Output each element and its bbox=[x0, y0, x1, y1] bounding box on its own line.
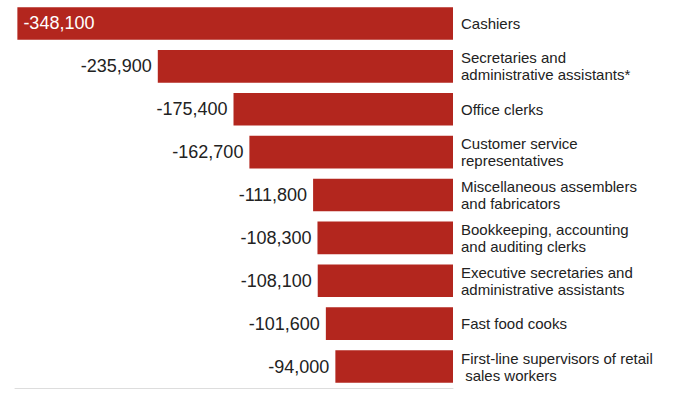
svg-text:Secretaries and: Secretaries and bbox=[461, 49, 570, 66]
svg-text:-101,600: -101,600 bbox=[249, 314, 320, 334]
svg-text:Executive secretaries and: Executive secretaries and bbox=[461, 264, 637, 281]
svg-text:Fast food cooks: Fast food cooks bbox=[461, 315, 567, 332]
svg-text:representatives: representatives bbox=[461, 152, 564, 169]
svg-text:First-line supervisors of reta: First-line supervisors of retail bbox=[461, 350, 653, 367]
svg-text:Bookkeeping, accounting: Bookkeeping, accounting bbox=[461, 221, 633, 238]
svg-text:Customer service: Customer service bbox=[461, 135, 582, 152]
svg-text:-94,000: -94,000 bbox=[268, 357, 329, 377]
svg-text:and auditing clerks: and auditing clerks bbox=[461, 238, 586, 255]
svg-text:Office clerks: Office clerks bbox=[461, 101, 543, 118]
svg-text:Miscellaneous assemblers: Miscellaneous assemblers bbox=[461, 178, 641, 195]
svg-text:-111,800: -111,800 bbox=[239, 185, 307, 205]
svg-text:sales workers: sales workers bbox=[461, 367, 557, 384]
svg-text:-108,100: -108,100 bbox=[241, 271, 312, 291]
svg-text:Cashiers: Cashiers bbox=[461, 15, 520, 32]
svg-text:-235,900: -235,900 bbox=[81, 56, 152, 76]
svg-text:administrative assistants: administrative assistants bbox=[461, 281, 624, 298]
svg-text:-348,100: -348,100 bbox=[23, 13, 94, 33]
svg-text:-108,300: -108,300 bbox=[240, 228, 311, 248]
svg-text:-175,400: -175,400 bbox=[156, 99, 227, 119]
svg-text:administrative assistants*: administrative assistants* bbox=[461, 66, 630, 83]
svg-text:-162,700: -162,700 bbox=[172, 142, 243, 162]
svg-text:and fabricators: and fabricators bbox=[461, 195, 560, 212]
